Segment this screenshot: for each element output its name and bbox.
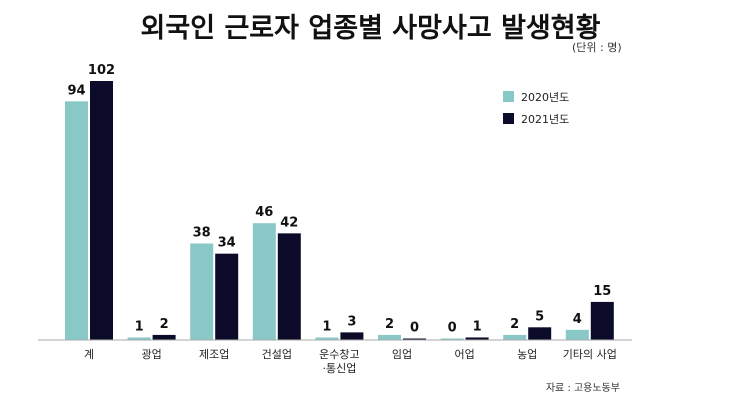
value-label-2020-5: 2 (385, 317, 394, 332)
bar-2021-8 (590, 301, 614, 340)
legend-swatch-2020 (503, 91, 514, 102)
legend-swatch-2021 (503, 113, 514, 124)
value-label-2020-1: 1 (135, 319, 144, 334)
bar-2021-0 (90, 81, 113, 340)
value-label-2021-3: 42 (280, 215, 298, 230)
source-note: 자료 : 고용노동부 (545, 383, 620, 394)
bar-2021-2 (215, 253, 239, 340)
category-label-7: 농업 (517, 348, 537, 361)
category-label-4-line-1: ·통신업 (322, 362, 356, 375)
category-label-1: 광업 (141, 348, 161, 361)
legend: 2020년도 2021년도 (503, 91, 569, 126)
value-label-2020-0: 94 (67, 83, 85, 98)
value-label-2020-6: 0 (448, 321, 457, 336)
category-label-4-line-0: 운수창고 (319, 348, 359, 361)
value-label-2021-8: 15 (593, 284, 611, 299)
value-label-2021-2: 34 (218, 236, 236, 251)
bar-2020-0 (65, 101, 88, 341)
bar-2021-5 (403, 338, 426, 340)
chart-title: 외국인 근로자 업종별 사망사고 발생현황 (140, 13, 601, 44)
value-label-2020-8: 4 (573, 312, 582, 327)
category-label-0: 계 (84, 348, 94, 361)
category-label-8: 기타의 사업 (563, 348, 617, 361)
bar-2021-3 (277, 233, 301, 340)
legend-label-2020: 2020년도 (521, 91, 569, 104)
bars-group (65, 81, 614, 341)
value-label-2020-4: 1 (322, 319, 331, 334)
value-label-2021-7: 5 (535, 309, 544, 324)
value-label-2021-5: 0 (410, 321, 419, 336)
unit-label: (단위 : 명) (572, 41, 622, 54)
value-label-2021-6: 1 (473, 319, 482, 334)
bar-2020-3 (252, 223, 276, 340)
category-labels-group: 계 광업 제조업 건설업 운수창고·통신업 임업 어업 농업 기타의 사업 (84, 348, 617, 375)
value-label-2020-7: 2 (510, 317, 519, 332)
value-label-2021-0: 102 (88, 63, 115, 78)
bar-2021-4 (340, 332, 364, 340)
bar-2020-7 (503, 334, 527, 340)
legend-label-2021: 2021년도 (521, 113, 569, 126)
bar-2020-6 (440, 338, 464, 340)
value-label-2020-2: 38 (193, 226, 211, 241)
bar-2021-7 (528, 327, 552, 340)
value-label-2021-4: 3 (347, 314, 356, 329)
bar-2020-1 (127, 337, 151, 340)
bar-2020-5 (378, 334, 401, 340)
category-label-6: 어업 (454, 348, 474, 361)
category-label-3: 건설업 (262, 348, 292, 361)
category-label-2: 제조업 (199, 348, 229, 361)
bar-2020-8 (565, 329, 589, 340)
category-label-5: 임업 (392, 348, 412, 361)
bar-2020-2 (190, 243, 214, 340)
bar-2021-6 (465, 337, 489, 340)
bar-2021-1 (152, 334, 176, 340)
value-label-2021-1: 2 (160, 317, 169, 332)
bar-2020-4 (315, 337, 339, 340)
value-label-2020-3: 46 (255, 205, 273, 220)
